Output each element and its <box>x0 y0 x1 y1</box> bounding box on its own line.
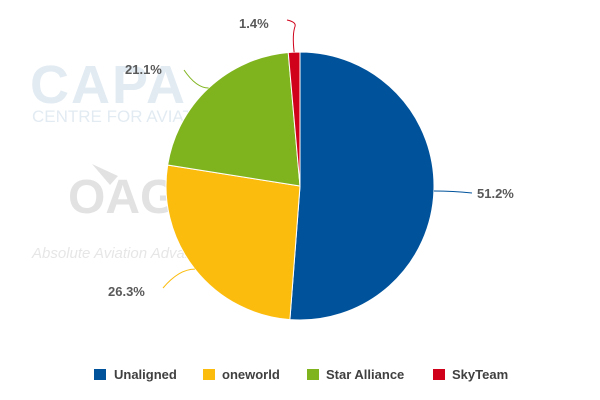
oag-logo-text: OAG <box>68 171 177 224</box>
pie-slice-star-alliance <box>167 51 301 187</box>
data-label-unaligned: 51.2% <box>477 186 514 201</box>
pie-slices <box>165 51 435 321</box>
leader-line-star-alliance <box>183 69 209 89</box>
legend-swatch-oneworld <box>203 369 215 380</box>
legend: Unaligned oneworld Star Alliance SkyTeam <box>94 367 508 382</box>
oag-watermark: OAG Absolute Aviation Advantage <box>31 164 222 262</box>
capa-sub-text: CENTRE FOR AVIATION <box>32 107 223 126</box>
leader-line-unaligned <box>433 190 473 194</box>
data-label-oneworld: 26.3% <box>108 284 145 299</box>
data-label-skyteam: 1.4% <box>239 16 269 31</box>
legend-label-skyteam: SkyTeam <box>452 367 508 382</box>
oag-tagline-text: Absolute Aviation Advantage <box>31 245 222 262</box>
pie-slice-skyteam <box>287 51 301 187</box>
legend-swatch-skyteam <box>433 369 445 380</box>
leader-line-oneworld <box>162 268 195 289</box>
leader-line-skyteam <box>286 19 296 53</box>
pie-slice-unaligned <box>289 51 435 321</box>
leader-lines <box>162 19 473 289</box>
legend-label-oneworld: oneworld <box>222 367 280 382</box>
pie-slice-oneworld <box>165 164 301 321</box>
capa-logo-text: CAPA <box>30 55 187 115</box>
legend-label-unaligned: Unaligned <box>114 367 177 382</box>
data-label-star-alliance: 21.1% <box>125 62 162 77</box>
capa-watermark: CAPA CENTRE FOR AVIATION <box>30 55 223 126</box>
legend-swatch-star-alliance <box>307 369 319 380</box>
legend-swatch-unaligned <box>94 369 106 380</box>
legend-label-star-alliance: Star Alliance <box>326 367 404 382</box>
